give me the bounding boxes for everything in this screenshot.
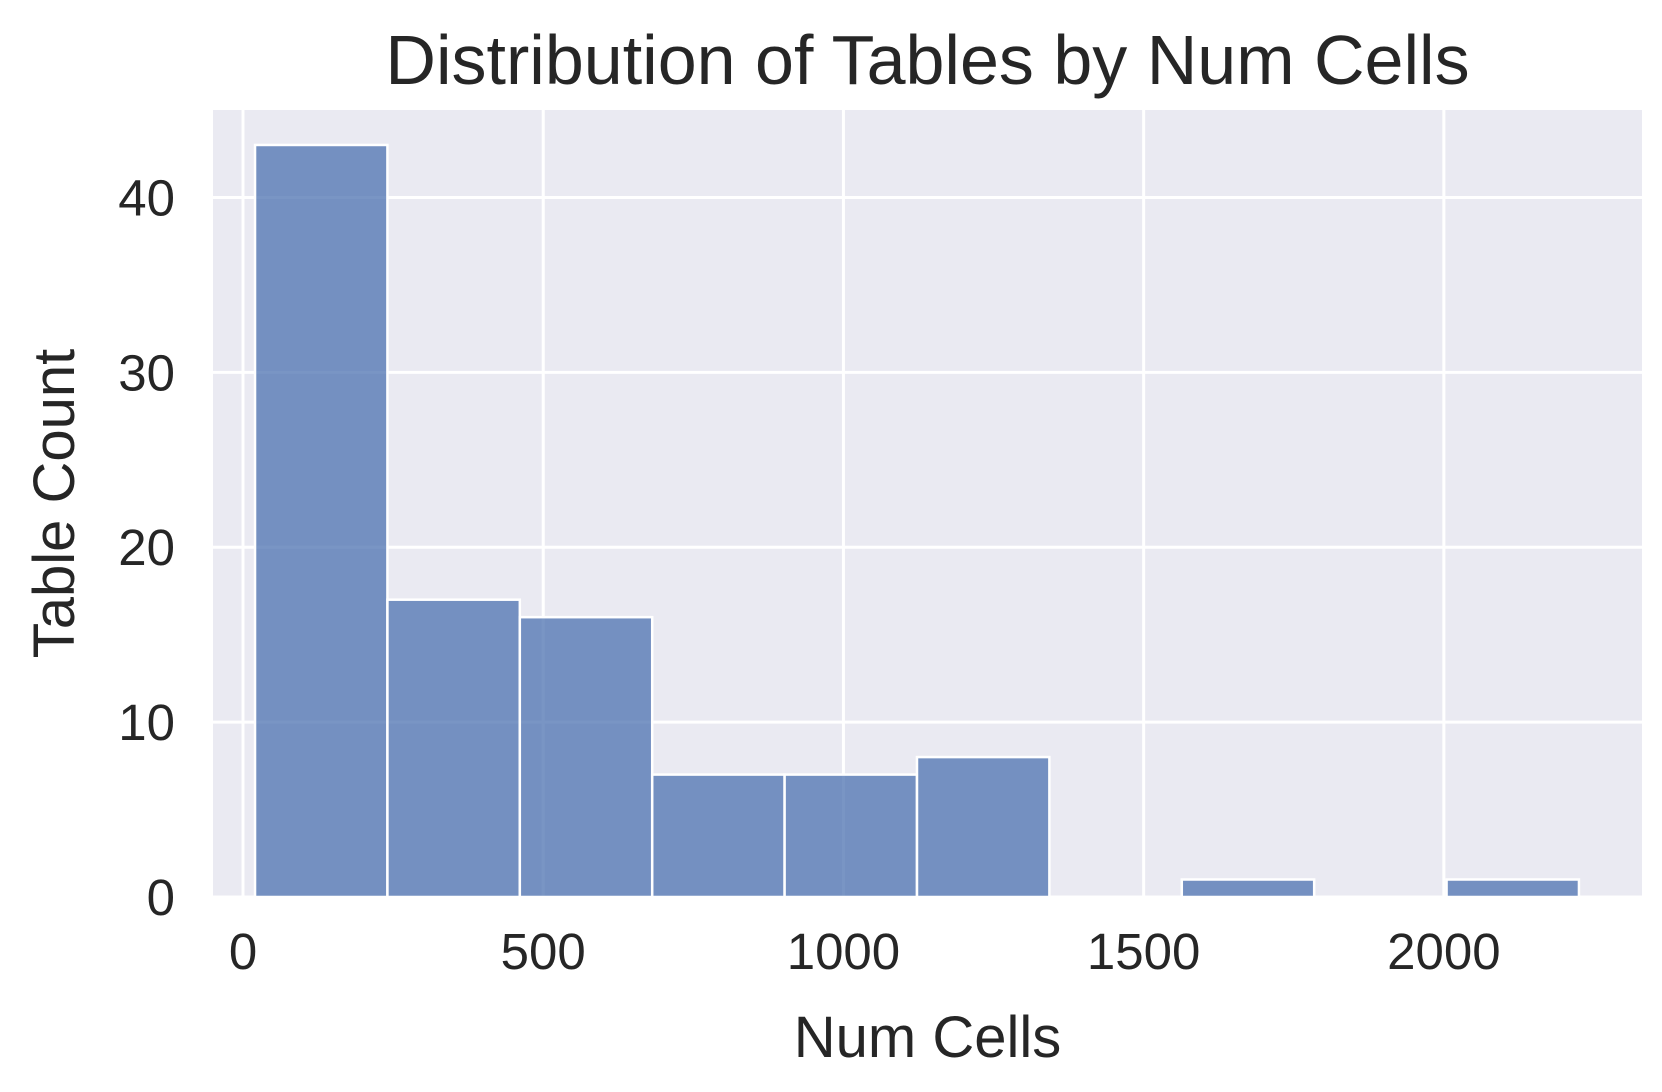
bars	[253, 143, 1581, 899]
y-tick-label: 10	[118, 694, 175, 751]
histogram-bar	[650, 773, 786, 899]
histogram-bar	[386, 598, 522, 899]
histogram-bar	[915, 755, 1051, 899]
x-tick-label: 500	[501, 923, 586, 980]
histogram-bar	[1445, 878, 1581, 899]
histogram-bar	[783, 773, 919, 899]
x-tick-label: 1500	[1087, 923, 1200, 980]
y-tick-labels: 0 10 20 30 40	[118, 169, 175, 926]
y-tick-label: 0	[147, 869, 175, 926]
x-tick-labels: 0 500 1000 1500 2000	[229, 923, 1501, 980]
x-tick-label: 2000	[1387, 923, 1500, 980]
y-tick-label: 20	[118, 519, 175, 576]
y-axis-label: Table Count	[22, 349, 87, 659]
x-axis-label: Num Cells	[794, 1005, 1062, 1070]
histogram-bar	[253, 143, 389, 899]
y-tick-label: 40	[118, 169, 175, 226]
histogram-bar	[518, 615, 654, 899]
y-tick-label: 30	[118, 344, 175, 401]
histogram-bar	[1180, 878, 1316, 899]
x-tick-label: 0	[229, 923, 257, 980]
chart-title: Distribution of Tables by Num Cells	[385, 21, 1469, 99]
x-tick-label: 1000	[787, 923, 900, 980]
